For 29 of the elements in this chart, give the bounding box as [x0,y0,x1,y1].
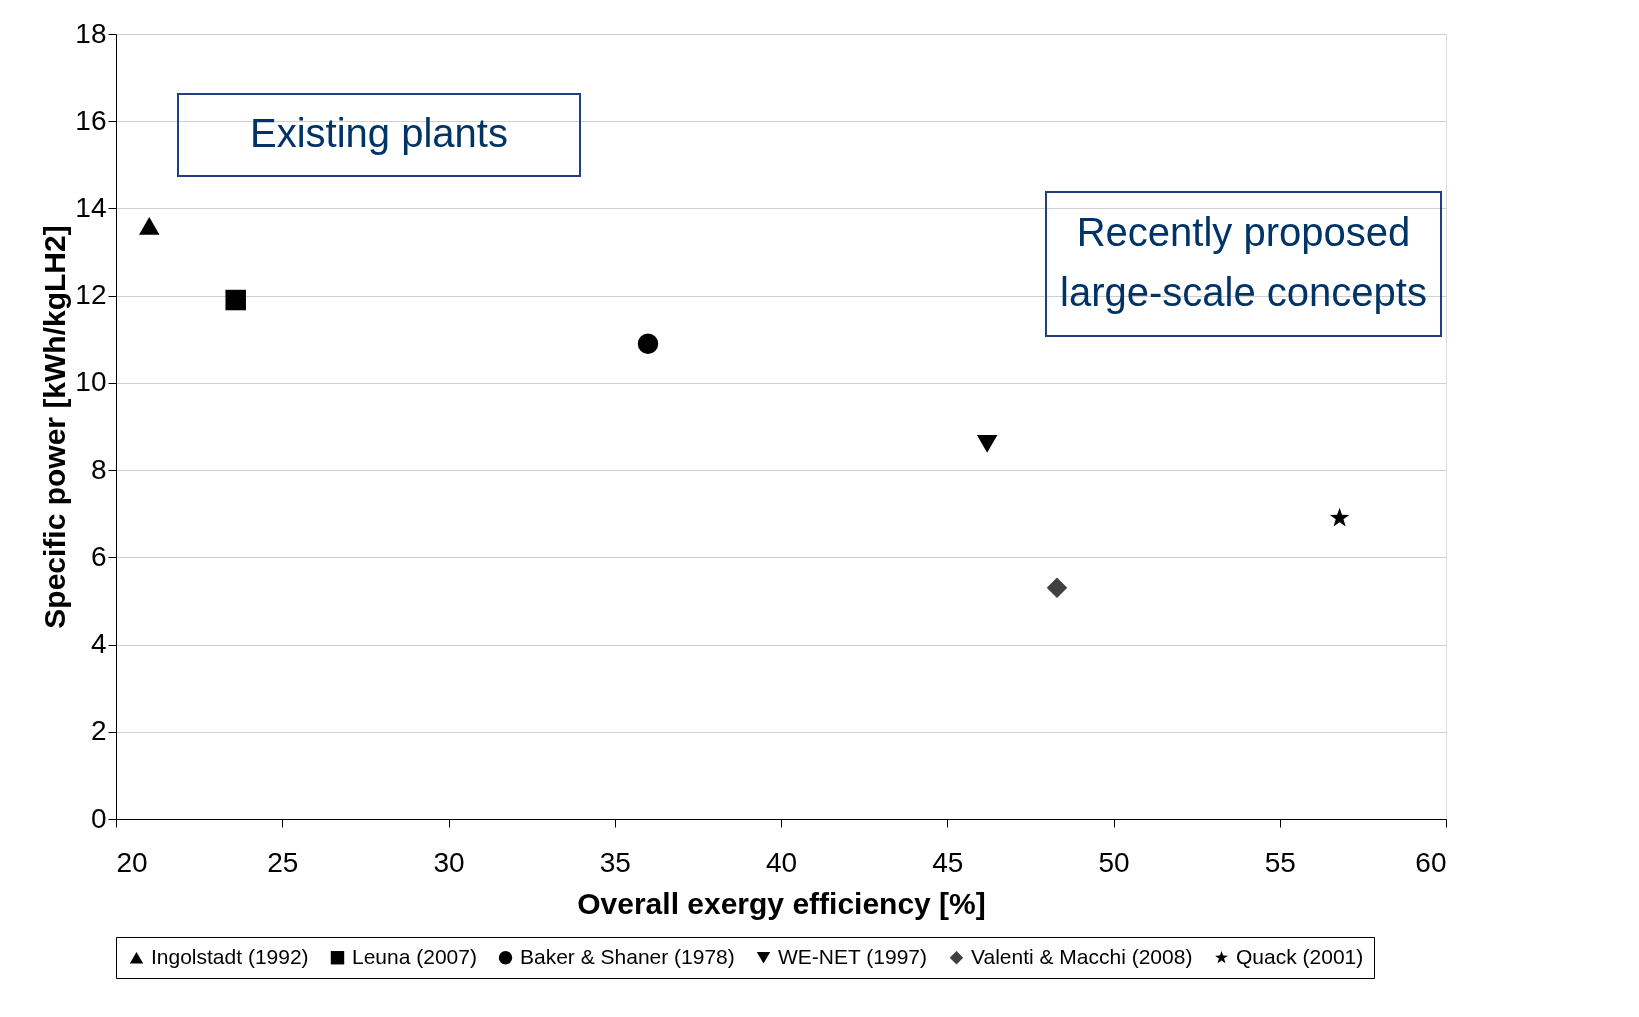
x-axis-title: Overall exergy efficiency [%] [577,886,986,920]
annotation: Recently proposed large-scale concepts [1060,210,1427,314]
y-tick-label: 16 [75,104,107,136]
y-tick-label: 10 [75,366,107,398]
x-tick-label: 40 [765,846,798,878]
y-tick-label: 18 [75,17,107,49]
y-tick-label: 4 [90,628,107,660]
y-tick-label: 12 [75,279,107,311]
y-tick-label: 8 [90,453,107,485]
y-tick-label: 0 [90,802,107,834]
annotation: Existing plants [250,111,508,155]
legend-label: Valenti & Macchi (2008) [971,944,1193,968]
legend-label: Ingolstadt (1992) [151,944,309,968]
x-tick-label: 60 [1415,846,1447,878]
x-tick-label: 20 [116,846,148,878]
y-axis-title: Specific power [kWh/kgLH2] [38,225,72,629]
x-tick-label: 25 [267,846,299,878]
x-tick-label: 35 [599,846,631,878]
y-tick-label: 2 [90,715,107,747]
legend-label: Baker & Shaner (1978) [520,944,735,968]
y-tick-label: 6 [90,540,107,572]
legend-label: Leuna (2007) [352,944,477,968]
x-tick-label: 45 [932,846,964,878]
legend-label: WE-NET (1997) [778,944,927,968]
x-tick-label: 30 [433,846,465,878]
x-tick-label: 55 [1264,846,1296,878]
x-tick-label: 50 [1098,846,1130,878]
y-tick-label: 14 [75,191,107,223]
legend-label: Quack (2001) [1236,944,1364,968]
